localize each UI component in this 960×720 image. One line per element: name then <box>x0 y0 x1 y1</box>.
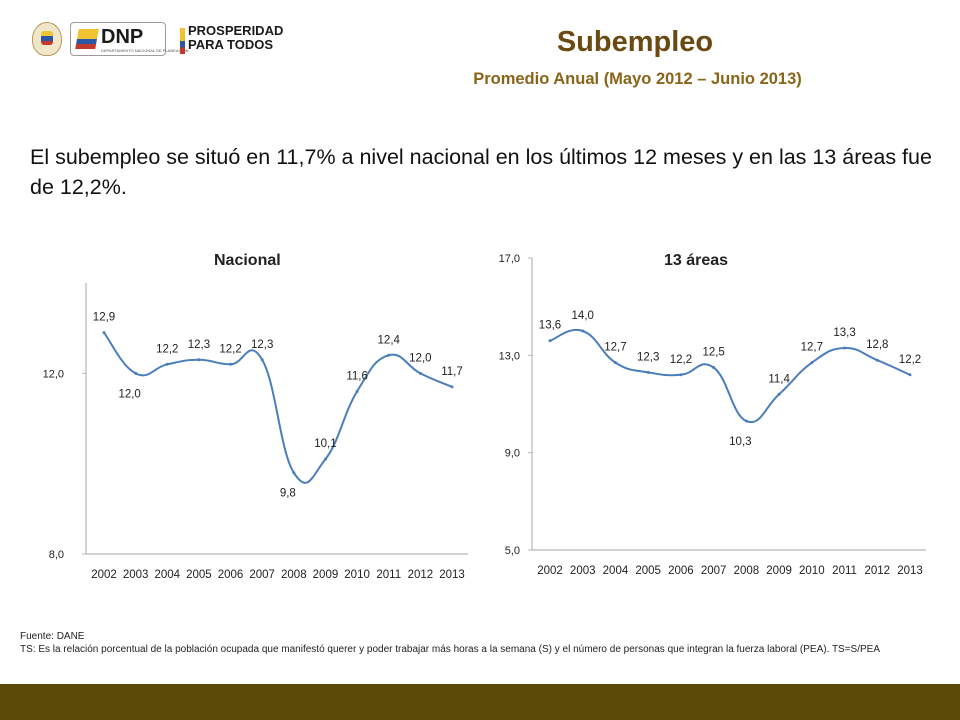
chart2-y-tick-label: 9,0 <box>505 448 520 460</box>
chart1-x-tick-label: 2009 <box>313 569 339 581</box>
chart2-data-point <box>712 366 716 369</box>
chart2-data-point <box>613 361 617 365</box>
chart1-value-label: 11,6 <box>346 370 368 382</box>
chart1-data-point <box>260 358 264 362</box>
chart2-value-label: 13,6 <box>539 320 561 332</box>
header-logos: DNP DEPARTAMENTO NACIONAL DE PLANEACIÓN … <box>30 20 300 60</box>
chart2-x-tick-label: 2012 <box>864 565 890 577</box>
chart1-x-tick-label: 2003 <box>123 569 149 581</box>
chart1-value-label: 12,2 <box>219 343 241 355</box>
chart2-x-tick-label: 2010 <box>799 565 825 577</box>
chart2-x-tick-label: 2008 <box>734 565 760 577</box>
dnp-logo-text: DNP <box>101 26 144 48</box>
chart2-data-point <box>843 346 847 350</box>
chart1-x-tick-label: 2011 <box>376 569 401 581</box>
chart2-data-point <box>777 392 781 396</box>
chart2-x-tick-label: 2004 <box>603 565 629 577</box>
chart1-data-point <box>450 385 454 389</box>
chart1-data-point <box>387 353 391 357</box>
chart2-x-tick-label: 2006 <box>668 565 694 577</box>
chart1-value-label: 10,1 <box>314 438 336 450</box>
chart2-value-label: 12,2 <box>899 354 921 366</box>
chart1-y-tick-label: 8,0 <box>49 549 64 561</box>
chart2-value-label: 11,4 <box>768 373 790 385</box>
chart2-x-tick-label: 2005 <box>635 565 661 577</box>
chart2-y-tick-label: 17,0 <box>499 253 520 265</box>
page-title: Subempleo <box>556 26 714 58</box>
chart2-value-label: 12,8 <box>866 339 888 351</box>
chart1-value-label: 12,3 <box>188 339 210 351</box>
prosperidad-line1: PROSPERIDAD <box>188 23 284 38</box>
chart2-data-point <box>810 361 814 365</box>
chart2-y-tick-label: 13,0 <box>499 350 520 362</box>
chart2-x-tick-label: 2003 <box>570 565 596 577</box>
chart1-x-tick-label: 2005 <box>186 569 212 581</box>
chart1-value-label: 11,7 <box>441 366 463 378</box>
chart1-x-tick-label: 2002 <box>91 569 117 581</box>
chart2-value-label: 12,7 <box>801 342 823 354</box>
prosperidad-line2: PARA TODOS <box>188 37 273 52</box>
chart1-x-tick-label: 2010 <box>344 569 370 581</box>
chart1-value-label: 12,0 <box>409 352 431 364</box>
chart1-data-point <box>197 358 201 362</box>
chart2-value-label: 12,3 <box>637 351 659 363</box>
prosperidad-logo: PROSPERIDAD PARA TODOS <box>188 24 283 52</box>
chart2-data-point <box>548 339 552 343</box>
chart1-x-tick-label: 2007 <box>249 569 275 581</box>
chart2-data-point <box>581 329 585 333</box>
chart-title-nacional: Nacional <box>214 252 281 269</box>
chart2-data-point <box>646 370 650 374</box>
definition-note: TS: Es la relación porcentual de la pobl… <box>20 644 881 655</box>
chart2-data-point <box>679 373 683 377</box>
chart2-x-tick-label: 2007 <box>701 565 727 577</box>
dnp-logo: DNP DEPARTAMENTO NACIONAL DE PLANEACIÓN <box>70 22 189 56</box>
chart1-value-label: 12,0 <box>118 388 140 400</box>
chart1-value-label: 12,9 <box>93 312 115 324</box>
chart1-data-point <box>418 371 422 375</box>
chart2-data-point <box>908 373 912 377</box>
chart2-value-label: 12,2 <box>670 354 692 366</box>
chart1-data-point <box>355 389 359 393</box>
source-note: Fuente: DANE <box>20 631 85 642</box>
chart1-value-label: 12,2 <box>156 343 178 355</box>
chart1-data-point <box>134 371 138 375</box>
chart1-value-label: 12,3 <box>251 339 273 351</box>
bottom-band <box>0 684 960 720</box>
chart2-value-label: 14,0 <box>572 310 594 322</box>
dnp-logo-subtext: DEPARTAMENTO NACIONAL DE PLANEACIÓN <box>101 48 189 53</box>
chart2-value-label: 12,5 <box>702 347 724 359</box>
chart2-x-tick-label: 2009 <box>766 565 792 577</box>
chart1-data-point <box>323 457 327 461</box>
chart1-y-tick-label: 12,0 <box>43 368 64 380</box>
chart2-data-point <box>875 358 879 362</box>
prosperidad-flag-icon <box>180 28 185 54</box>
chart1-x-tick-label: 2012 <box>408 569 434 581</box>
chart1-data-point <box>292 471 296 475</box>
colombia-coat-of-arms-icon <box>32 22 62 56</box>
chart2-value-label: 13,3 <box>833 327 855 339</box>
chart1-x-tick-label: 2006 <box>218 569 244 581</box>
chart1-x-tick-label: 2004 <box>154 569 180 581</box>
chart1-data-point <box>229 362 233 366</box>
chart1-x-tick-label: 2008 <box>281 569 307 581</box>
chart2-y-tick-label: 5,0 <box>505 545 520 557</box>
intro-text: El subempleo se situó en 11,7% a nivel n… <box>30 145 932 199</box>
chart2-x-tick-label: 2002 <box>537 565 563 577</box>
chart1-data-point <box>165 362 169 366</box>
chart2-x-tick-label: 2011 <box>832 565 857 577</box>
chart-title-13-areas: 13 áreas <box>664 252 729 269</box>
chart2-data-point <box>744 419 748 423</box>
chart2-value-label: 12,7 <box>604 342 626 354</box>
chart1-data-point <box>102 331 106 335</box>
chart1-x-tick-label: 2013 <box>439 569 465 581</box>
page-subtitle: Promedio Anual (Mayo 2012 – Junio 2013) <box>473 70 802 88</box>
chart1-value-label: 12,4 <box>378 334 401 346</box>
chart1-value-label: 9,8 <box>280 488 296 500</box>
chart2-value-label: 10,3 <box>729 436 751 448</box>
chart2-series-line <box>549 328 911 424</box>
chart2-x-tick-label: 2013 <box>897 565 923 577</box>
footnotes: Fuente: DANE TS: Es la relación porcentu… <box>20 630 920 656</box>
